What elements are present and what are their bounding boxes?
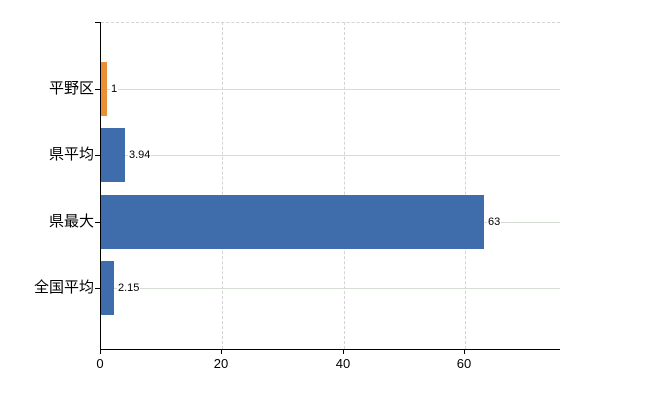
plot-top-border: [101, 22, 560, 23]
h-gridline: [101, 155, 560, 156]
bar: [101, 62, 107, 116]
x-tick-label: 20: [213, 356, 229, 371]
bar: [101, 261, 114, 315]
bar: [101, 195, 484, 249]
y-tick-mark: [95, 288, 101, 289]
category-label: 平野区: [48, 80, 94, 97]
value-label: 1: [110, 81, 119, 97]
v-gridline: [222, 22, 223, 349]
x-tick-label: 0: [96, 356, 104, 371]
h-gridline: [101, 288, 560, 289]
y-tick-mark: [95, 22, 101, 23]
value-label: 63: [487, 214, 502, 230]
x-axis-line: [100, 349, 560, 350]
bar: [101, 128, 125, 182]
category-label: 全国平均: [33, 279, 94, 296]
plot-area: 1 3.94 63 2.15: [101, 22, 560, 349]
x-tick-label: 60: [456, 356, 472, 371]
y-axis-line: [100, 22, 101, 350]
value-label: 3.94: [128, 147, 152, 163]
y-tick-mark: [95, 89, 101, 90]
x-tick-mark: [464, 350, 465, 354]
v-gridline: [465, 22, 466, 349]
x-tick-mark: [100, 350, 101, 354]
value-label: 2.15: [117, 280, 141, 296]
x-tick-mark: [343, 350, 344, 354]
x-tick-mark: [221, 350, 222, 354]
y-tick-mark: [95, 222, 101, 223]
x-tick-label: 40: [335, 356, 351, 371]
v-gridline: [344, 22, 345, 349]
category-label: 県最大: [48, 213, 94, 230]
category-label: 県平均: [48, 146, 94, 163]
h-gridline: [101, 89, 560, 90]
y-tick-mark: [95, 155, 101, 156]
